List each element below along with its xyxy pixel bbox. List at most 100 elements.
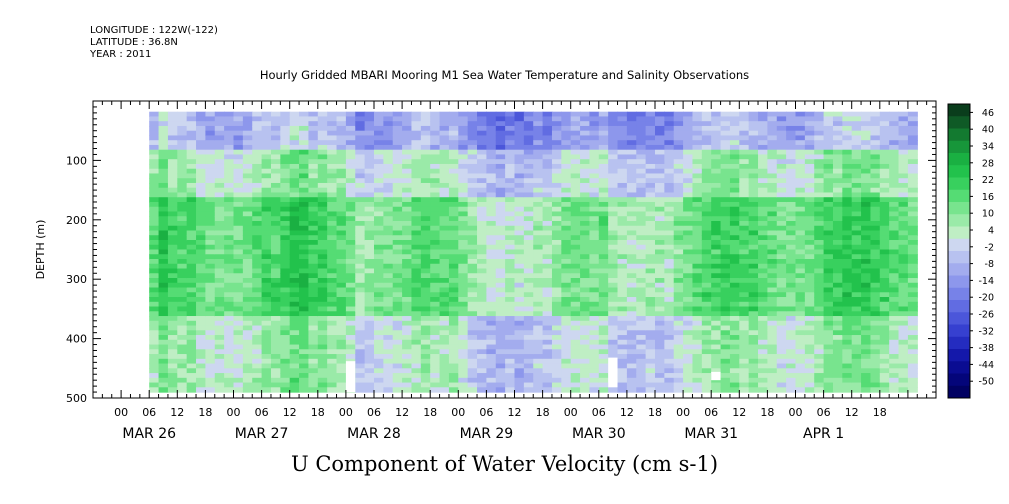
heatmap-cell xyxy=(477,316,487,322)
heatmap-cell xyxy=(626,268,637,274)
heatmap-cell xyxy=(374,349,384,355)
heatmap-cell xyxy=(420,178,431,184)
heatmap-cell xyxy=(636,358,647,365)
heatmap-cell xyxy=(758,387,768,393)
heatmap-cell xyxy=(420,225,431,232)
heatmap-cell xyxy=(280,382,291,388)
heatmap-cell xyxy=(598,168,609,175)
heatmap-cell xyxy=(486,187,497,194)
heatmap-cell xyxy=(814,349,825,355)
heatmap-cell xyxy=(317,278,328,284)
heatmap-cell xyxy=(673,278,684,284)
heatmap-cell xyxy=(514,154,525,160)
heatmap-cell xyxy=(589,225,600,232)
heatmap-cell xyxy=(589,282,600,289)
heatmap-cell xyxy=(158,239,169,246)
heatmap-cell xyxy=(842,306,853,312)
heatmap-cell xyxy=(261,182,272,189)
heatmap-cell xyxy=(636,316,647,322)
heatmap-cell xyxy=(636,154,647,160)
heatmap-cell xyxy=(392,154,403,160)
heatmap-cell xyxy=(570,377,581,384)
heatmap-cell xyxy=(402,278,413,284)
heatmap-cell xyxy=(608,325,619,331)
heatmap-cell xyxy=(776,239,787,246)
heatmap-cell xyxy=(458,297,469,303)
heatmap-cell xyxy=(196,144,206,151)
heatmap-cell xyxy=(767,287,778,293)
heatmap-cell xyxy=(252,311,263,317)
heatmap-cell xyxy=(167,239,178,246)
heatmap-cell xyxy=(242,220,253,227)
heatmap-cell xyxy=(514,268,525,274)
heatmap-cell xyxy=(542,135,553,141)
heatmap-cell xyxy=(523,373,534,379)
heatmap-cell xyxy=(907,254,918,260)
heatmap-cell xyxy=(505,192,516,198)
heatmap-cell xyxy=(514,354,525,360)
heatmap-cell xyxy=(458,358,469,365)
heatmap-cell xyxy=(692,373,703,379)
heatmap-cell xyxy=(720,287,731,293)
heatmap-cell xyxy=(167,349,178,355)
heatmap-cell xyxy=(196,278,206,284)
heatmap-cell xyxy=(598,178,609,184)
heatmap-cell xyxy=(224,254,235,260)
heatmap-cell xyxy=(205,168,216,175)
heatmap-cell xyxy=(477,211,487,217)
heatmap-cell xyxy=(842,244,853,251)
heatmap-cell xyxy=(317,311,328,317)
heatmap-cell xyxy=(711,368,722,374)
heatmap-cell xyxy=(308,140,319,146)
heatmap-cell xyxy=(767,306,778,312)
heatmap-cell xyxy=(355,159,366,165)
heatmap-cell xyxy=(411,249,422,255)
heatmap-cell xyxy=(870,211,881,217)
heatmap-cell xyxy=(711,154,722,160)
heatmap-cell xyxy=(383,377,394,384)
heatmap-cell xyxy=(177,387,188,393)
heatmap-cell xyxy=(158,178,169,184)
heatmap-cell xyxy=(486,125,497,132)
heatmap-cell xyxy=(879,306,890,312)
heatmap-cell xyxy=(889,263,900,270)
heatmap-cell xyxy=(336,140,347,146)
heatmap-cell xyxy=(804,311,815,317)
heatmap-cell xyxy=(177,225,188,232)
heatmap-cell xyxy=(870,325,881,331)
heatmap-cell xyxy=(551,382,562,388)
heatmap-cell xyxy=(814,154,825,160)
heatmap-cell xyxy=(786,230,797,236)
heatmap-cell xyxy=(374,249,384,255)
heatmap-cell xyxy=(879,339,890,346)
heatmap-cell xyxy=(617,173,628,179)
heatmap-cell xyxy=(758,344,768,350)
heatmap-cell xyxy=(748,249,759,255)
heatmap-cell xyxy=(495,387,506,393)
heatmap-cell xyxy=(158,116,169,122)
heatmap-cell xyxy=(392,125,403,132)
heatmap-cell xyxy=(889,320,900,327)
heatmap-cell xyxy=(364,292,375,298)
heatmap-cell xyxy=(242,187,253,194)
heatmap-cell xyxy=(383,149,394,156)
heatmap-cell xyxy=(580,239,591,246)
heatmap-cell xyxy=(561,282,572,289)
heatmap-cell xyxy=(523,182,534,189)
heatmap-cell xyxy=(327,125,338,132)
heatmap-cell xyxy=(879,154,890,160)
heatmap-cell xyxy=(898,220,909,227)
heatmap-cell xyxy=(804,182,815,189)
heatmap-cell xyxy=(664,187,675,194)
heatmap-cell xyxy=(252,254,263,260)
heatmap-cell xyxy=(617,306,628,312)
heatmap-cell xyxy=(345,230,356,236)
heatmap-cell xyxy=(739,344,750,350)
heatmap-cell xyxy=(523,358,534,365)
heatmap-cell xyxy=(814,116,825,122)
heatmap-cell xyxy=(364,344,375,350)
heatmap-cell xyxy=(205,273,216,279)
heatmap-cell xyxy=(336,287,347,293)
heatmap-cell xyxy=(832,368,843,374)
heatmap-cell xyxy=(692,259,703,265)
